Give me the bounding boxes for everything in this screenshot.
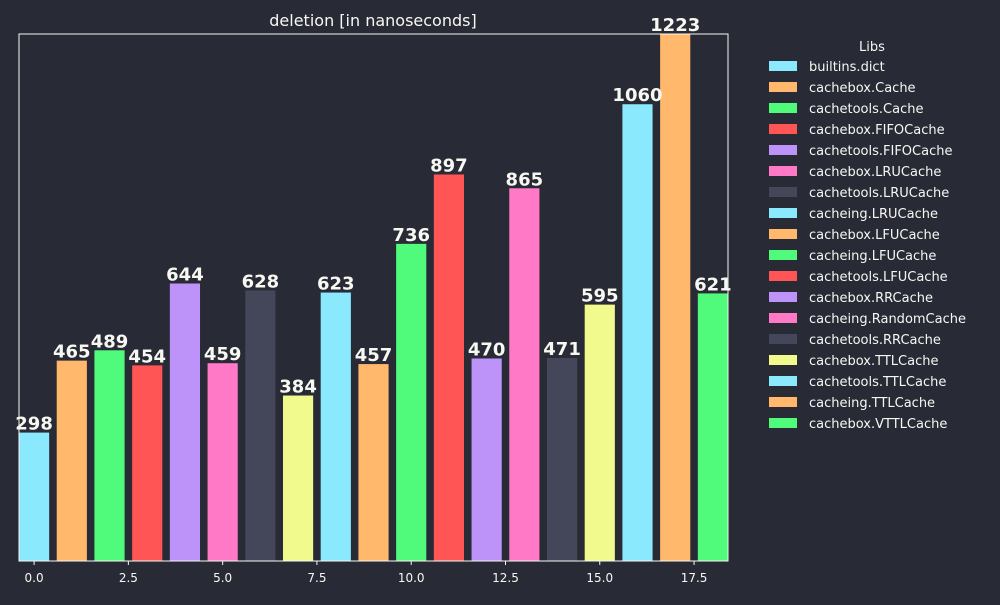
bar bbox=[19, 432, 50, 561]
legend-label: cachetools.Cache bbox=[809, 102, 923, 117]
x-axis-ticks: 0.0 2.5 5.0 7.5 10.0 12.5 15.0 17.5 bbox=[25, 561, 708, 585]
bar bbox=[94, 350, 125, 561]
legend-label: cachebox.VTTLCache bbox=[809, 417, 947, 432]
bar bbox=[245, 290, 276, 561]
bar-value-label: 470 bbox=[468, 339, 506, 360]
legend-label: cachetools.TTLCache bbox=[809, 375, 946, 390]
legend-swatch bbox=[769, 145, 797, 155]
legend-label: cacheing.TTLCache bbox=[809, 396, 935, 411]
legend-label: cachetools.FIFOCache bbox=[809, 144, 952, 159]
legend-label: cachetools.LFUCache bbox=[809, 270, 948, 285]
legend-swatch bbox=[769, 313, 797, 323]
bar bbox=[622, 104, 653, 561]
bar bbox=[56, 360, 87, 561]
legend-swatch bbox=[769, 418, 797, 428]
bar-value-label: 628 bbox=[242, 271, 280, 292]
chart-title: deletion [in nanoseconds] bbox=[269, 11, 476, 30]
legend-swatch bbox=[769, 229, 797, 239]
legend-label: cachetools.RRCache bbox=[809, 333, 941, 348]
bar-value-label: 471 bbox=[543, 339, 581, 360]
bar-value-label: 384 bbox=[279, 377, 317, 398]
legend-swatch bbox=[769, 376, 797, 386]
legend-label: cacheing.LRUCache bbox=[809, 207, 938, 222]
x-tick-label: 17.5 bbox=[681, 571, 708, 585]
legend-label: cachebox.LRUCache bbox=[809, 165, 941, 180]
bar-value-label: 644 bbox=[166, 264, 204, 285]
x-tick-label: 12.5 bbox=[492, 571, 519, 585]
legend-swatch bbox=[769, 355, 797, 365]
bars bbox=[19, 34, 728, 562]
bar bbox=[207, 363, 238, 561]
x-tick-label: 15.0 bbox=[586, 571, 613, 585]
bar-value-label: 457 bbox=[355, 345, 393, 366]
x-tick-label: 0.0 bbox=[25, 571, 44, 585]
x-tick-label: 10.0 bbox=[398, 571, 425, 585]
legend-swatch bbox=[769, 271, 797, 281]
bar bbox=[584, 304, 615, 561]
bar-value-label: 459 bbox=[204, 344, 242, 365]
bar-value-label: 623 bbox=[317, 274, 355, 295]
legend-swatch bbox=[769, 208, 797, 218]
legend-swatch bbox=[769, 124, 797, 134]
legend-label: cachebox.RRCache bbox=[809, 291, 933, 306]
bar-value-label: 897 bbox=[430, 155, 468, 176]
bar bbox=[169, 283, 201, 561]
bar-value-label: 595 bbox=[581, 286, 619, 307]
bar-value-label: 1223 bbox=[650, 15, 700, 36]
bar-value-label: 298 bbox=[15, 414, 53, 435]
bar-value-label: 1060 bbox=[612, 85, 662, 106]
legend-swatch bbox=[769, 292, 797, 302]
bar bbox=[660, 34, 691, 561]
bar bbox=[433, 174, 465, 561]
bar bbox=[358, 364, 389, 561]
legend-label: cacheing.RandomCache bbox=[809, 312, 966, 327]
bar bbox=[546, 358, 578, 561]
x-tick-label: 2.5 bbox=[119, 571, 138, 585]
legend-label: cachebox.Cache bbox=[809, 81, 916, 96]
legend-swatch bbox=[769, 61, 797, 71]
legend-label: cachebox.TTLCache bbox=[809, 354, 938, 369]
bar-value-label: 621 bbox=[694, 274, 732, 295]
bar bbox=[396, 243, 427, 562]
legend-label: cachebox.LFUCache bbox=[809, 228, 940, 243]
bar bbox=[471, 358, 502, 561]
bar-value-label: 489 bbox=[91, 331, 129, 352]
bar-value-label: 865 bbox=[506, 169, 544, 190]
legend-swatch bbox=[769, 187, 797, 197]
bar-value-label: 454 bbox=[128, 346, 166, 367]
bar bbox=[132, 365, 163, 561]
legend-swatch bbox=[769, 103, 797, 113]
x-tick-label: 5.0 bbox=[213, 571, 232, 585]
plot-frame bbox=[18, 33, 729, 562]
x-tick-label: 7.5 bbox=[307, 571, 326, 585]
bar bbox=[282, 395, 314, 561]
legend-title: Libs bbox=[859, 40, 885, 55]
bar-value-label: 465 bbox=[53, 342, 91, 363]
legend-swatch bbox=[769, 334, 797, 344]
bar-value-label: 736 bbox=[392, 225, 430, 246]
legend-swatch bbox=[769, 166, 797, 176]
legend-label: cacheing.LFUCache bbox=[809, 249, 936, 264]
legend-swatch bbox=[769, 82, 797, 92]
legend-label: builtins.dict bbox=[809, 60, 885, 75]
legend-swatch bbox=[769, 397, 797, 407]
legend-label: cachebox.FIFOCache bbox=[809, 123, 945, 138]
bar bbox=[509, 188, 540, 561]
legend-swatch bbox=[769, 250, 797, 260]
legend-label: cachetools.LRUCache bbox=[809, 186, 949, 201]
bar bbox=[697, 293, 728, 561]
legend: Libs builtins.dict cachebox.Cache cachetoo… bbox=[769, 40, 966, 432]
bar bbox=[320, 292, 351, 561]
